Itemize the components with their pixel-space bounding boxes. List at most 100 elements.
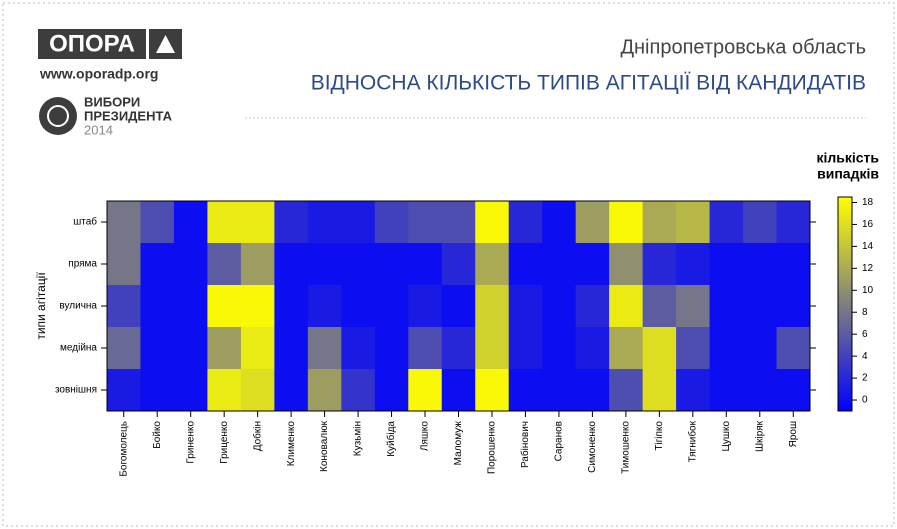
logo: ОПОРА: [49, 30, 135, 57]
heatmap-cell: [609, 285, 644, 328]
heatmap-cell: [341, 243, 376, 286]
x-tick-label: Тимошенко: [621, 421, 632, 474]
heatmap-cell: [575, 201, 610, 244]
heatmap-cell: [207, 369, 242, 412]
heatmap-cell: [642, 369, 677, 412]
x-tick-label: Клименко: [286, 421, 297, 467]
heatmap-cell: [140, 243, 175, 286]
heatmap-cell: [374, 369, 409, 412]
x-tick-label: Саранов: [554, 421, 565, 461]
colorbar-tick-label: 10: [862, 285, 874, 296]
heatmap-cell: [408, 285, 443, 328]
heatmap-cell: [173, 327, 208, 370]
x-tick-label: Тігіпко: [654, 421, 665, 451]
heatmap-cell: [776, 327, 811, 370]
heatmap-cell: [173, 243, 208, 286]
heatmap-cell: [475, 243, 510, 286]
badge-line: 2014: [84, 122, 113, 137]
heatmap-cell: [374, 201, 409, 244]
heatmap-cell: [374, 285, 409, 328]
colorbar-title: випадків: [817, 166, 879, 182]
heatmap-cell: [207, 285, 242, 328]
x-tick-label: Ярош: [788, 421, 799, 447]
badge-line: ПРЕЗИДЕНТА: [84, 108, 173, 123]
logo-triangle: [156, 35, 175, 53]
heatmap-cell: [207, 201, 242, 244]
colorbar-tick-label: 8: [862, 307, 868, 318]
logo-box: [38, 29, 146, 59]
heatmap-cell: [642, 201, 677, 244]
x-tick-label: Гриненко: [185, 421, 196, 464]
x-tick-label: Кузьмін: [353, 421, 364, 456]
heatmap-cell: [475, 369, 510, 412]
heatmap-cell: [743, 285, 778, 328]
heatmap-cell: [743, 243, 778, 286]
heatmap-cell: [307, 285, 342, 328]
heatmap-cell: [508, 243, 543, 286]
x-tick-label: Ляшко: [420, 421, 431, 451]
heatmap-cell: [642, 285, 677, 328]
heatmap-cell: [408, 243, 443, 286]
x-tick-label: Тягнибок: [686, 420, 698, 462]
heatmap-cell: [207, 327, 242, 370]
heatmap-cell: [307, 243, 342, 286]
heatmap-cell: [475, 285, 510, 328]
heatmap-cell: [642, 327, 677, 370]
heatmap-cell: [140, 369, 175, 412]
colorbar-tick-label: 6: [862, 329, 868, 340]
heatmap-cell: [575, 243, 610, 286]
heatmap-cell: [140, 285, 175, 328]
heatmap-cell: [676, 369, 711, 412]
heatmap-cell: [676, 327, 711, 370]
heatmap-cell: [307, 201, 342, 244]
heatmap-cell: [709, 201, 744, 244]
heatmap-cell: [341, 201, 376, 244]
heatmap-cell: [240, 369, 275, 412]
heatmap-cell: [408, 201, 443, 244]
heatmap-cell: [408, 369, 443, 412]
heatmap-cell: [240, 243, 275, 286]
heatmap-cell: [441, 285, 476, 328]
heatmap-cell: [408, 327, 443, 370]
heatmap-cell: [542, 243, 577, 286]
heatmap-cell: [609, 327, 644, 370]
colorbar: [837, 196, 853, 412]
heatmap-cell: [274, 327, 309, 370]
y-tick-label: медійна: [60, 343, 97, 354]
heatmap-cell: [542, 201, 577, 244]
heatmap-cell: [709, 327, 744, 370]
colorbar-title: кількість: [816, 150, 879, 166]
x-tick-label: Рабінович: [519, 421, 531, 468]
badge-ring: [47, 105, 69, 127]
heatmap-cell: [609, 201, 644, 244]
heatmap-cell: [542, 369, 577, 412]
heatmap-cell: [776, 369, 811, 412]
heatmap-cell: [642, 243, 677, 286]
heatmap-cell: [542, 327, 577, 370]
heatmap-cell: [374, 243, 409, 286]
heatmap-cell: [709, 285, 744, 328]
heatmap-cell: [240, 285, 275, 328]
heatmap-cell: [575, 369, 610, 412]
heatmap-cell: [676, 243, 711, 286]
x-tick-label: Коновалюк: [319, 420, 330, 472]
heatmap-cell: [508, 201, 543, 244]
heatmap-cell: [173, 285, 208, 328]
site: www.oporadp.org: [39, 66, 158, 82]
heatmap-cell: [274, 243, 309, 286]
heatmap-cell: [508, 285, 543, 328]
subtitle: Дніпропетровська область: [620, 36, 866, 58]
heatmap-cell: [140, 327, 175, 370]
heatmap-cell: [542, 285, 577, 328]
heatmap-cell: [107, 201, 141, 244]
x-tick-label: Куйбіда: [385, 421, 397, 457]
x-tick-label: Добкін: [251, 421, 263, 451]
badge-icon: [39, 97, 77, 135]
heatmap-cell: [140, 201, 175, 244]
x-tick-label: Гриценко: [219, 421, 230, 464]
heatmap-cell: [709, 243, 744, 286]
heatmap-cell: [107, 369, 141, 412]
x-tick-label: Маломуж: [453, 421, 464, 466]
heatmap-cell: [776, 201, 811, 244]
